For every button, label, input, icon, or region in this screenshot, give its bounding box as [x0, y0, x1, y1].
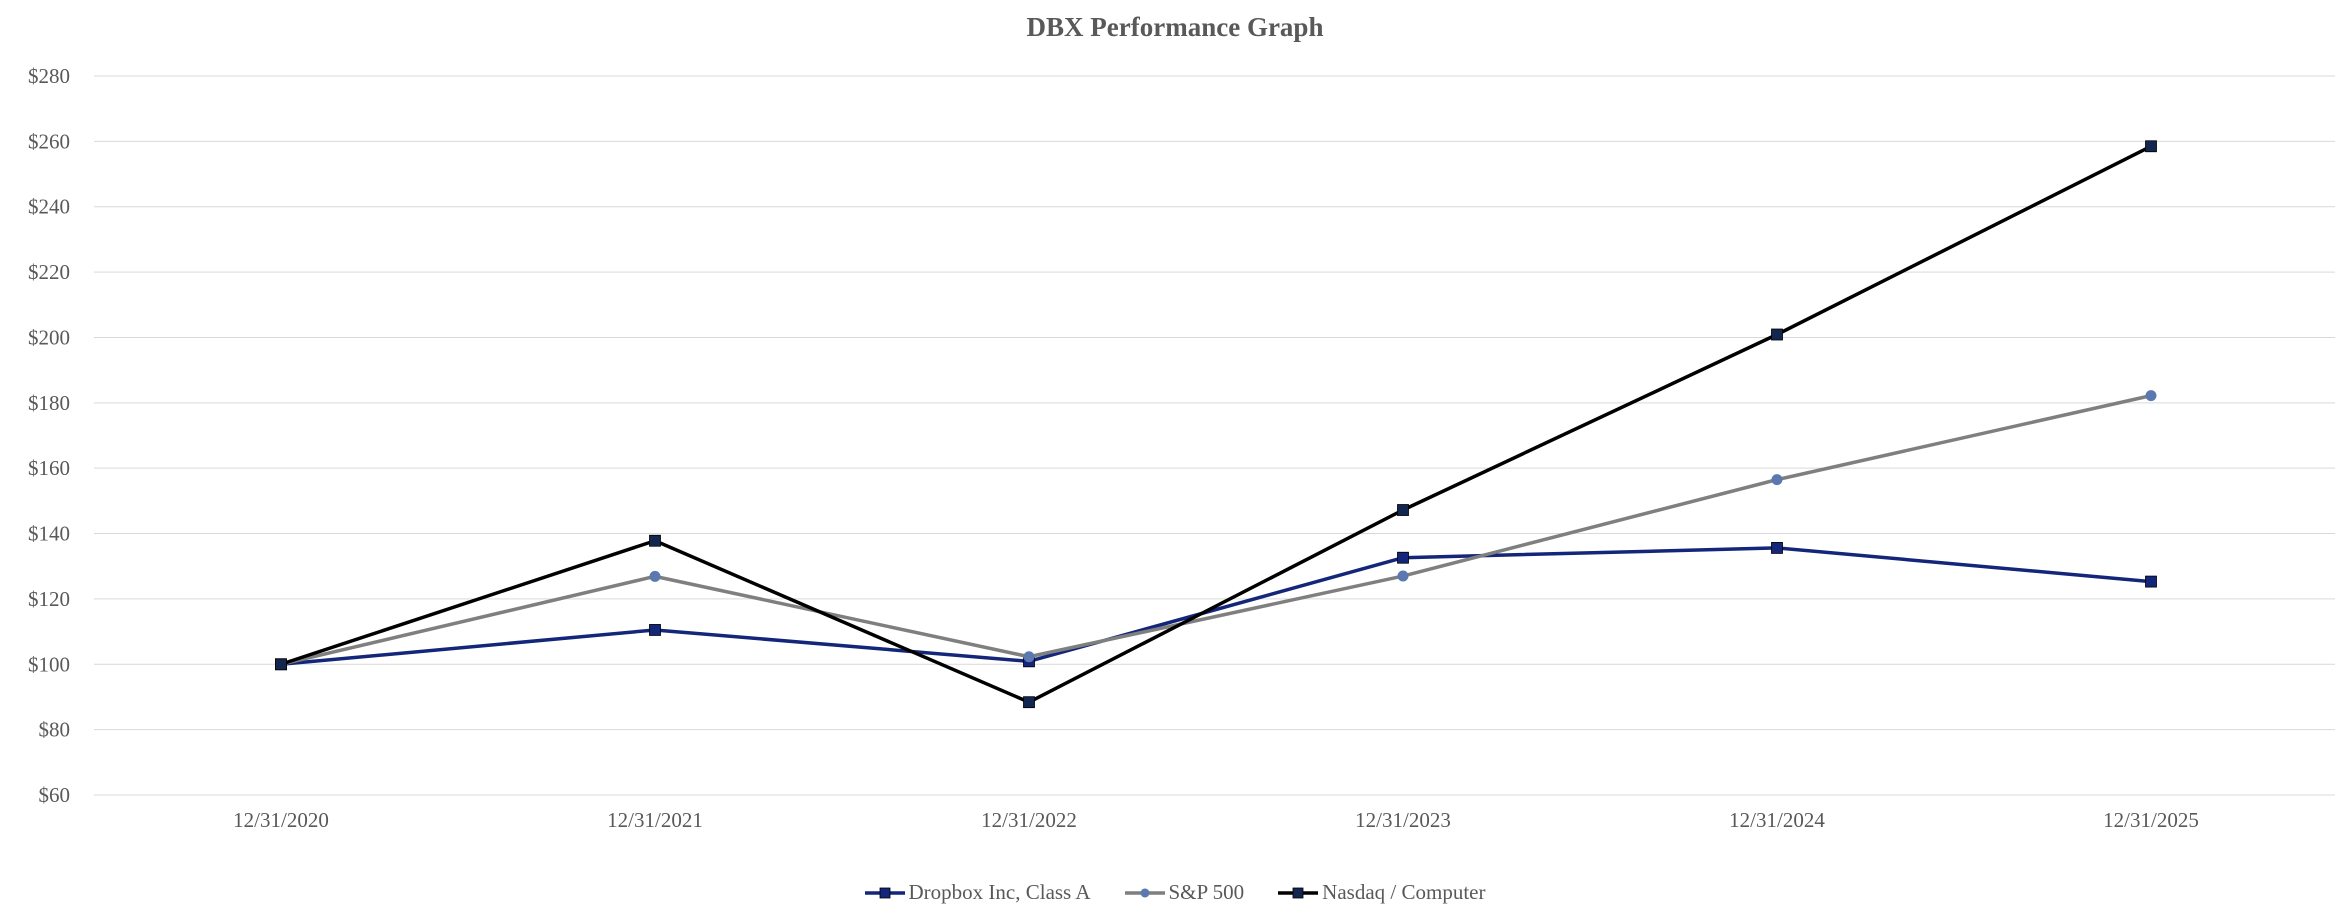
data-point-s-p-500 — [1397, 570, 1409, 582]
x-tick-label: 12/31/2020 — [233, 808, 329, 832]
data-point-s-p-500 — [2145, 390, 2157, 402]
legend-item-nasdaq-computer: Nasdaq / Computer — [1278, 880, 1485, 905]
y-tick-label: $60 — [39, 783, 71, 807]
y-tick-label: $160 — [28, 456, 70, 480]
data-point-nasdaq-computer — [275, 658, 287, 671]
series-line-dropbox-inc-class-a — [280, 546, 2152, 667]
y-axis-labels: $60 $80 $100 $120 $140 $160 $180 $200 $220 $240 $2… — [28, 64, 70, 807]
x-tick-label: 12/31/2021 — [607, 808, 703, 832]
data-point-nasdaq-computer — [2145, 140, 2157, 153]
data-point-dropbox-inc-class-a — [649, 624, 661, 636]
data-point-s-p-500 — [1023, 651, 1035, 663]
data-point-s-p-500 — [649, 570, 661, 582]
y-tick-label: $240 — [28, 195, 70, 219]
data-point-dropbox-inc-class-a — [1771, 542, 1783, 554]
y-tick-label: $260 — [28, 129, 70, 153]
legend: Dropbox Inc, Class A S&P 500 Nasdaq / Comp… — [0, 880, 2350, 905]
gridlines — [94, 75, 2335, 796]
y-tick-label: $280 — [28, 64, 70, 88]
legend-item-dropbox-inc-class-a: Dropbox Inc, Class A — [864, 880, 1091, 905]
legend-swatch — [1124, 888, 1165, 897]
x-axis-labels: 12/31/2020 12/31/2021 12/31/2022 12/31/2023… — [233, 808, 2199, 832]
chart-title: DBX Performance Graph — [1026, 12, 1324, 42]
legend-swatch — [864, 887, 905, 898]
data-point-nasdaq-computer — [1023, 696, 1035, 709]
x-tick-label: 12/31/2023 — [1355, 808, 1451, 832]
legend-swatch — [1278, 887, 1319, 898]
series-line-nasdaq-computer — [280, 144, 2152, 704]
data-point-nasdaq-computer — [1771, 328, 1783, 341]
x-tick-label: 12/31/2025 — [2103, 808, 2199, 832]
x-tick-label: 12/31/2022 — [981, 808, 1077, 832]
x-tick-label: 12/31/2024 — [1729, 808, 1825, 832]
y-tick-label: $120 — [28, 587, 70, 611]
y-tick-label: $180 — [28, 391, 70, 415]
legend-item-s-p-500: S&P 500 — [1124, 880, 1245, 905]
y-tick-label: $100 — [28, 652, 70, 676]
legend-swatch-marker — [879, 887, 890, 898]
data-point-dropbox-inc-class-a — [1397, 551, 1409, 564]
y-tick-label: $220 — [28, 260, 70, 284]
legend-label: Dropbox Inc, Class A — [908, 880, 1091, 904]
legend-swatch-marker — [1292, 887, 1304, 898]
data-point-dropbox-inc-class-a — [2145, 575, 2157, 588]
y-tick-label: $200 — [28, 325, 70, 349]
data-point-s-p-500 — [1771, 474, 1783, 486]
series-line-s-p-500 — [280, 393, 2152, 666]
y-tick-label: $140 — [28, 522, 70, 546]
series-lines — [275, 140, 2157, 709]
legend-label: Nasdaq / Computer — [1322, 880, 1486, 904]
data-point-nasdaq-computer — [1397, 504, 1409, 516]
legend-label: S&P 500 — [1168, 880, 1245, 904]
data-point-nasdaq-computer — [649, 534, 661, 547]
legend-swatch-marker — [1140, 888, 1149, 897]
y-tick-label: $80 — [39, 718, 71, 742]
